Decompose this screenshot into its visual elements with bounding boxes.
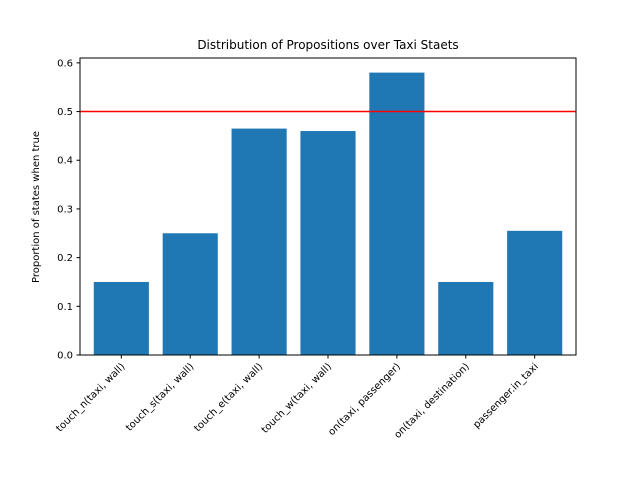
x-tick-label: touch_n(taxi, wall): [54, 361, 127, 434]
x-tick-label: touch_e(taxi, wall): [192, 361, 265, 434]
plot-frame: [79, 57, 577, 356]
y-axis-ticks: 0.0 0.1 0.2 0.3 0.4 0.5 0.6: [57, 58, 80, 362]
x-tick-label: touch_s(taxi, wall): [124, 361, 196, 433]
y-tick-label: 0.6: [57, 58, 73, 69]
x-tick-label: passenger.in_taxi: [471, 361, 540, 430]
bar-1: [162, 233, 218, 355]
x-tick-label: on(taxi, passenger): [326, 361, 403, 438]
y-tick-label: 0.5: [57, 107, 73, 118]
chart-title: Distribution of Propositions over Taxi S…: [197, 38, 458, 52]
y-tick-label: 0.1: [57, 302, 73, 313]
y-tick-label: 0.4: [57, 156, 73, 167]
bar-2: [231, 128, 287, 355]
y-tick-label: 0.0: [57, 351, 73, 362]
x-tick-label: touch_w(taxi, wall): [260, 361, 334, 435]
x-tick-label: on(taxi, destination): [392, 361, 472, 441]
bar-3: [300, 131, 356, 355]
bar-5: [438, 281, 494, 355]
y-tick-label: 0.3: [57, 204, 73, 215]
y-axis-label: Proportion of states when true: [31, 131, 42, 283]
bars-group: [93, 72, 563, 355]
y-tick-label: 0.2: [57, 253, 73, 264]
x-axis-ticks: touch_n(taxi, wall)touch_s(taxi, wall)to…: [54, 355, 541, 441]
bar-6: [507, 230, 563, 355]
bar-0: [93, 281, 149, 355]
bar-4: [369, 72, 425, 355]
